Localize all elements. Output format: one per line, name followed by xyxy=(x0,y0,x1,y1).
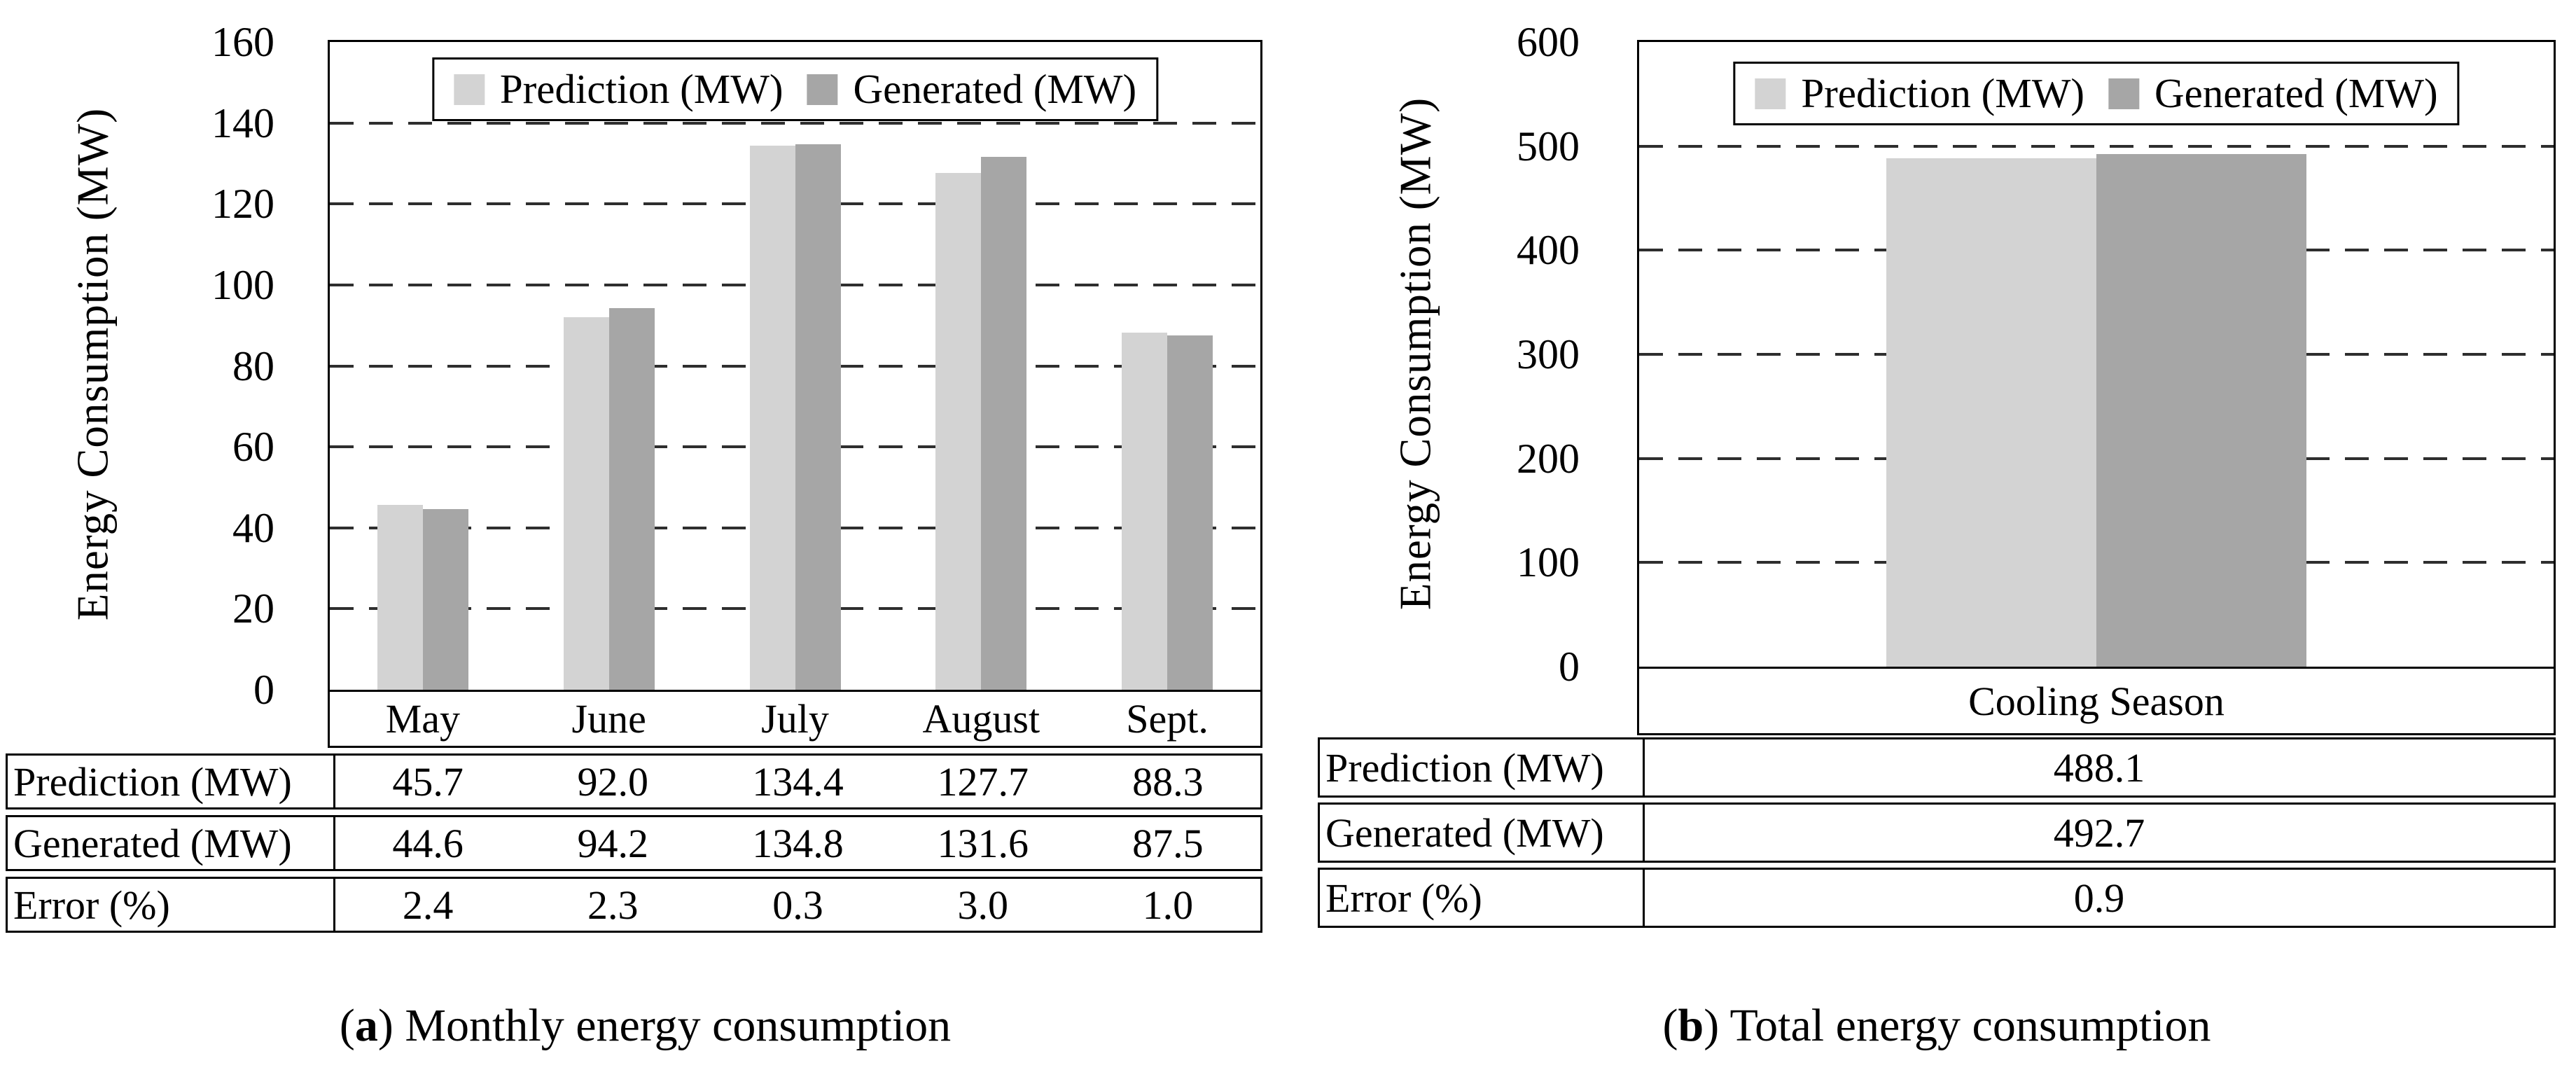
plot-area-b: Prediction (MW) Generated (MW) xyxy=(1637,40,2556,669)
table-cell: 2.4 xyxy=(402,882,454,928)
gridline xyxy=(330,121,1260,125)
y-tick-label: 60 xyxy=(232,424,274,471)
plot-area-a: Prediction (MW) Generated (MW) xyxy=(328,40,1262,692)
bar-generated xyxy=(981,157,1027,690)
table-cell: 44.6 xyxy=(392,820,464,866)
y-tick-label: 300 xyxy=(1517,331,1580,377)
table-cell: 1.0 xyxy=(1142,882,1194,928)
caption-b-text: ) Total energy consumption xyxy=(1704,1000,2211,1051)
table-cell: 492.7 xyxy=(2053,809,2145,856)
legend-label-generated: Generated (MW) xyxy=(853,66,1137,112)
table-cell: 94.2 xyxy=(577,820,649,866)
caption-a-paren: ( xyxy=(339,1000,355,1051)
y-tick-label: 600 xyxy=(1517,19,1580,65)
bar-generated xyxy=(422,509,468,690)
table-cell: 0.9 xyxy=(2073,875,2125,921)
category-label: Sept. xyxy=(1126,696,1209,742)
y-tick-label: 20 xyxy=(232,585,274,632)
category-label: July xyxy=(761,696,829,742)
table-row: Prediction (MW) 45.7 92.0 134.4 127.7 88.3 xyxy=(6,753,1262,809)
category-row-b: Cooling Season xyxy=(1637,669,2556,735)
legend-a: Prediction (MW) Generated (MW) xyxy=(431,57,1159,121)
gridline xyxy=(1639,144,2554,148)
table-row: Error (%) 0.9 xyxy=(1318,868,2556,928)
table-row: Error (%) 2.4 2.3 0.3 3.0 1.0 xyxy=(6,877,1262,933)
table-row-header: Generated (MW) xyxy=(8,817,335,869)
y-tick-label: 100 xyxy=(1517,539,1580,586)
table-cell: 87.5 xyxy=(1132,820,1204,866)
bar-prediction xyxy=(563,317,609,690)
y-tick-label: 160 xyxy=(211,19,274,65)
table-cell: 134.8 xyxy=(752,820,844,866)
legend-swatch-prediction-icon xyxy=(453,74,485,105)
caption-b-paren: ( xyxy=(1662,1000,1678,1051)
bar-prediction xyxy=(749,146,795,690)
y-tick-label: 0 xyxy=(1559,644,1580,690)
table-cell: 3.0 xyxy=(957,882,1008,928)
legend-swatch-prediction-icon xyxy=(1755,78,1786,109)
table-cell: 45.7 xyxy=(392,758,464,805)
bar-generated xyxy=(795,144,841,690)
caption-a-text: ) Monthly energy consumption xyxy=(377,1000,952,1051)
category-row-a: May June July August Sept. xyxy=(328,692,1262,748)
caption-b-letter: b xyxy=(1678,1000,1704,1051)
y-tick-label: 400 xyxy=(1517,227,1580,274)
category-label: August xyxy=(922,696,1040,742)
category-label: Cooling Season xyxy=(1968,678,2225,724)
table-row: Prediction (MW) 488.1 xyxy=(1318,737,2556,798)
bar-prediction xyxy=(1886,158,2096,667)
y-tick-label: 120 xyxy=(211,181,274,228)
table-cell: 0.3 xyxy=(772,882,823,928)
bar-prediction xyxy=(377,504,423,690)
table-cell: 131.6 xyxy=(937,820,1029,866)
table-cell: 2.3 xyxy=(587,882,639,928)
table-cell: 488.1 xyxy=(2053,744,2145,791)
bar-prediction xyxy=(935,172,982,690)
caption-a-letter: a xyxy=(354,1000,378,1051)
table-row-header: Prediction (MW) xyxy=(8,756,335,807)
y-tick-label: 140 xyxy=(211,99,274,146)
caption-b: (b) Total energy consumption xyxy=(1318,994,2556,1057)
table-row: Generated (MW) 44.6 94.2 134.8 131.6 87.5 xyxy=(6,815,1262,871)
legend-label-prediction: Prediction (MW) xyxy=(499,66,784,112)
table-cell: 88.3 xyxy=(1132,758,1204,805)
table-row-header: Generated (MW) xyxy=(1320,805,1645,861)
y-tick-label: 0 xyxy=(253,667,274,713)
bar-prediction xyxy=(1122,332,1168,690)
table-cell: 127.7 xyxy=(937,758,1029,805)
bar-generated xyxy=(608,308,655,690)
legend-label-prediction: Prediction (MW) xyxy=(1801,70,2085,116)
legend-swatch-generated-icon xyxy=(807,74,838,105)
y-tick-label: 80 xyxy=(232,342,274,389)
y-tick-label: 500 xyxy=(1517,123,1580,169)
table-row-header: Error (%) xyxy=(8,879,335,931)
category-label: May xyxy=(385,696,461,742)
table-cell: 92.0 xyxy=(577,758,649,805)
table-row-header: Error (%) xyxy=(1320,870,1645,926)
bar-generated xyxy=(1167,335,1213,690)
legend-b: Prediction (MW) Generated (MW) xyxy=(1733,62,2460,125)
category-label: June xyxy=(571,696,646,742)
table-cell: 134.4 xyxy=(752,758,844,805)
caption-a: (a) Monthly energy consumption xyxy=(28,994,1262,1057)
legend-label-generated: Generated (MW) xyxy=(2154,70,2438,116)
table-row: Generated (MW) 492.7 xyxy=(1318,802,2556,863)
table-row-header: Prediction (MW) xyxy=(1320,739,1645,795)
legend-swatch-generated-icon xyxy=(2108,78,2140,109)
y-tick-label: 100 xyxy=(211,261,274,308)
y-tick-label: 200 xyxy=(1517,435,1580,482)
bar-generated xyxy=(2096,153,2306,667)
y-tick-label: 40 xyxy=(232,504,274,551)
